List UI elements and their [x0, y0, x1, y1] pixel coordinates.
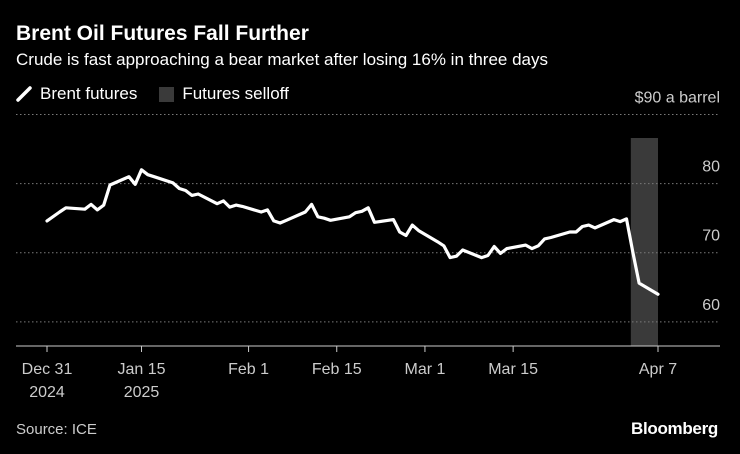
- y-tick-label-70: 70: [702, 228, 720, 245]
- shaded-region-layer: [630, 138, 658, 346]
- legend-item-futures-selloff: Futures selloff: [159, 84, 289, 104]
- chart-subtitle: Crude is fast approaching a bear market …: [16, 50, 549, 69]
- x-axis: Dec 31 2024 Jan 15 2025 Feb 1 Feb 15 Mar 1 Mar …: [16, 345, 720, 401]
- y-tick-label-80: 80: [702, 159, 720, 176]
- x-tick-label-feb-15: Feb 15: [312, 361, 362, 378]
- legend-line-swatch: [16, 86, 32, 102]
- series-line-brent-futures: [45, 168, 660, 296]
- x-tick-label-dec-31: Dec 31: [22, 361, 73, 378]
- chart-title: Brent Oil Futures Fall Further: [16, 22, 309, 45]
- y-axis-labels: $90 a barrel 80 70 60: [635, 90, 720, 314]
- chart-legend: Brent futures Futures selloff: [16, 84, 311, 104]
- legend-area-swatch: [159, 86, 175, 102]
- legend-label-brent-futures: Brent futures: [40, 84, 138, 103]
- bloomberg-logo: Bloomberg: [630, 419, 718, 438]
- x-tick-sublabel-2025: 2025: [124, 384, 160, 401]
- x-tick-label-apr-7: Apr 7: [639, 361, 677, 378]
- x-tick-label-jan-15: Jan 15: [117, 361, 165, 378]
- y-tick-label-60: 60: [702, 297, 720, 314]
- legend-item-brent-futures: Brent futures: [16, 84, 137, 104]
- series-layer: [45, 168, 660, 296]
- source-note: Source: ICE: [16, 421, 97, 438]
- y-tick-label-90: $90 a barrel: [635, 90, 720, 107]
- x-tick-sublabel-2024: 2024: [29, 384, 65, 401]
- legend-label-futures-selloff: Futures selloff: [182, 84, 289, 103]
- selloff-shaded-region: [630, 138, 658, 346]
- x-tick-label-feb-1: Feb 1: [228, 361, 269, 378]
- x-tick-label-mar-15: Mar 15: [488, 361, 538, 378]
- x-tick-label-mar-1: Mar 1: [404, 361, 445, 378]
